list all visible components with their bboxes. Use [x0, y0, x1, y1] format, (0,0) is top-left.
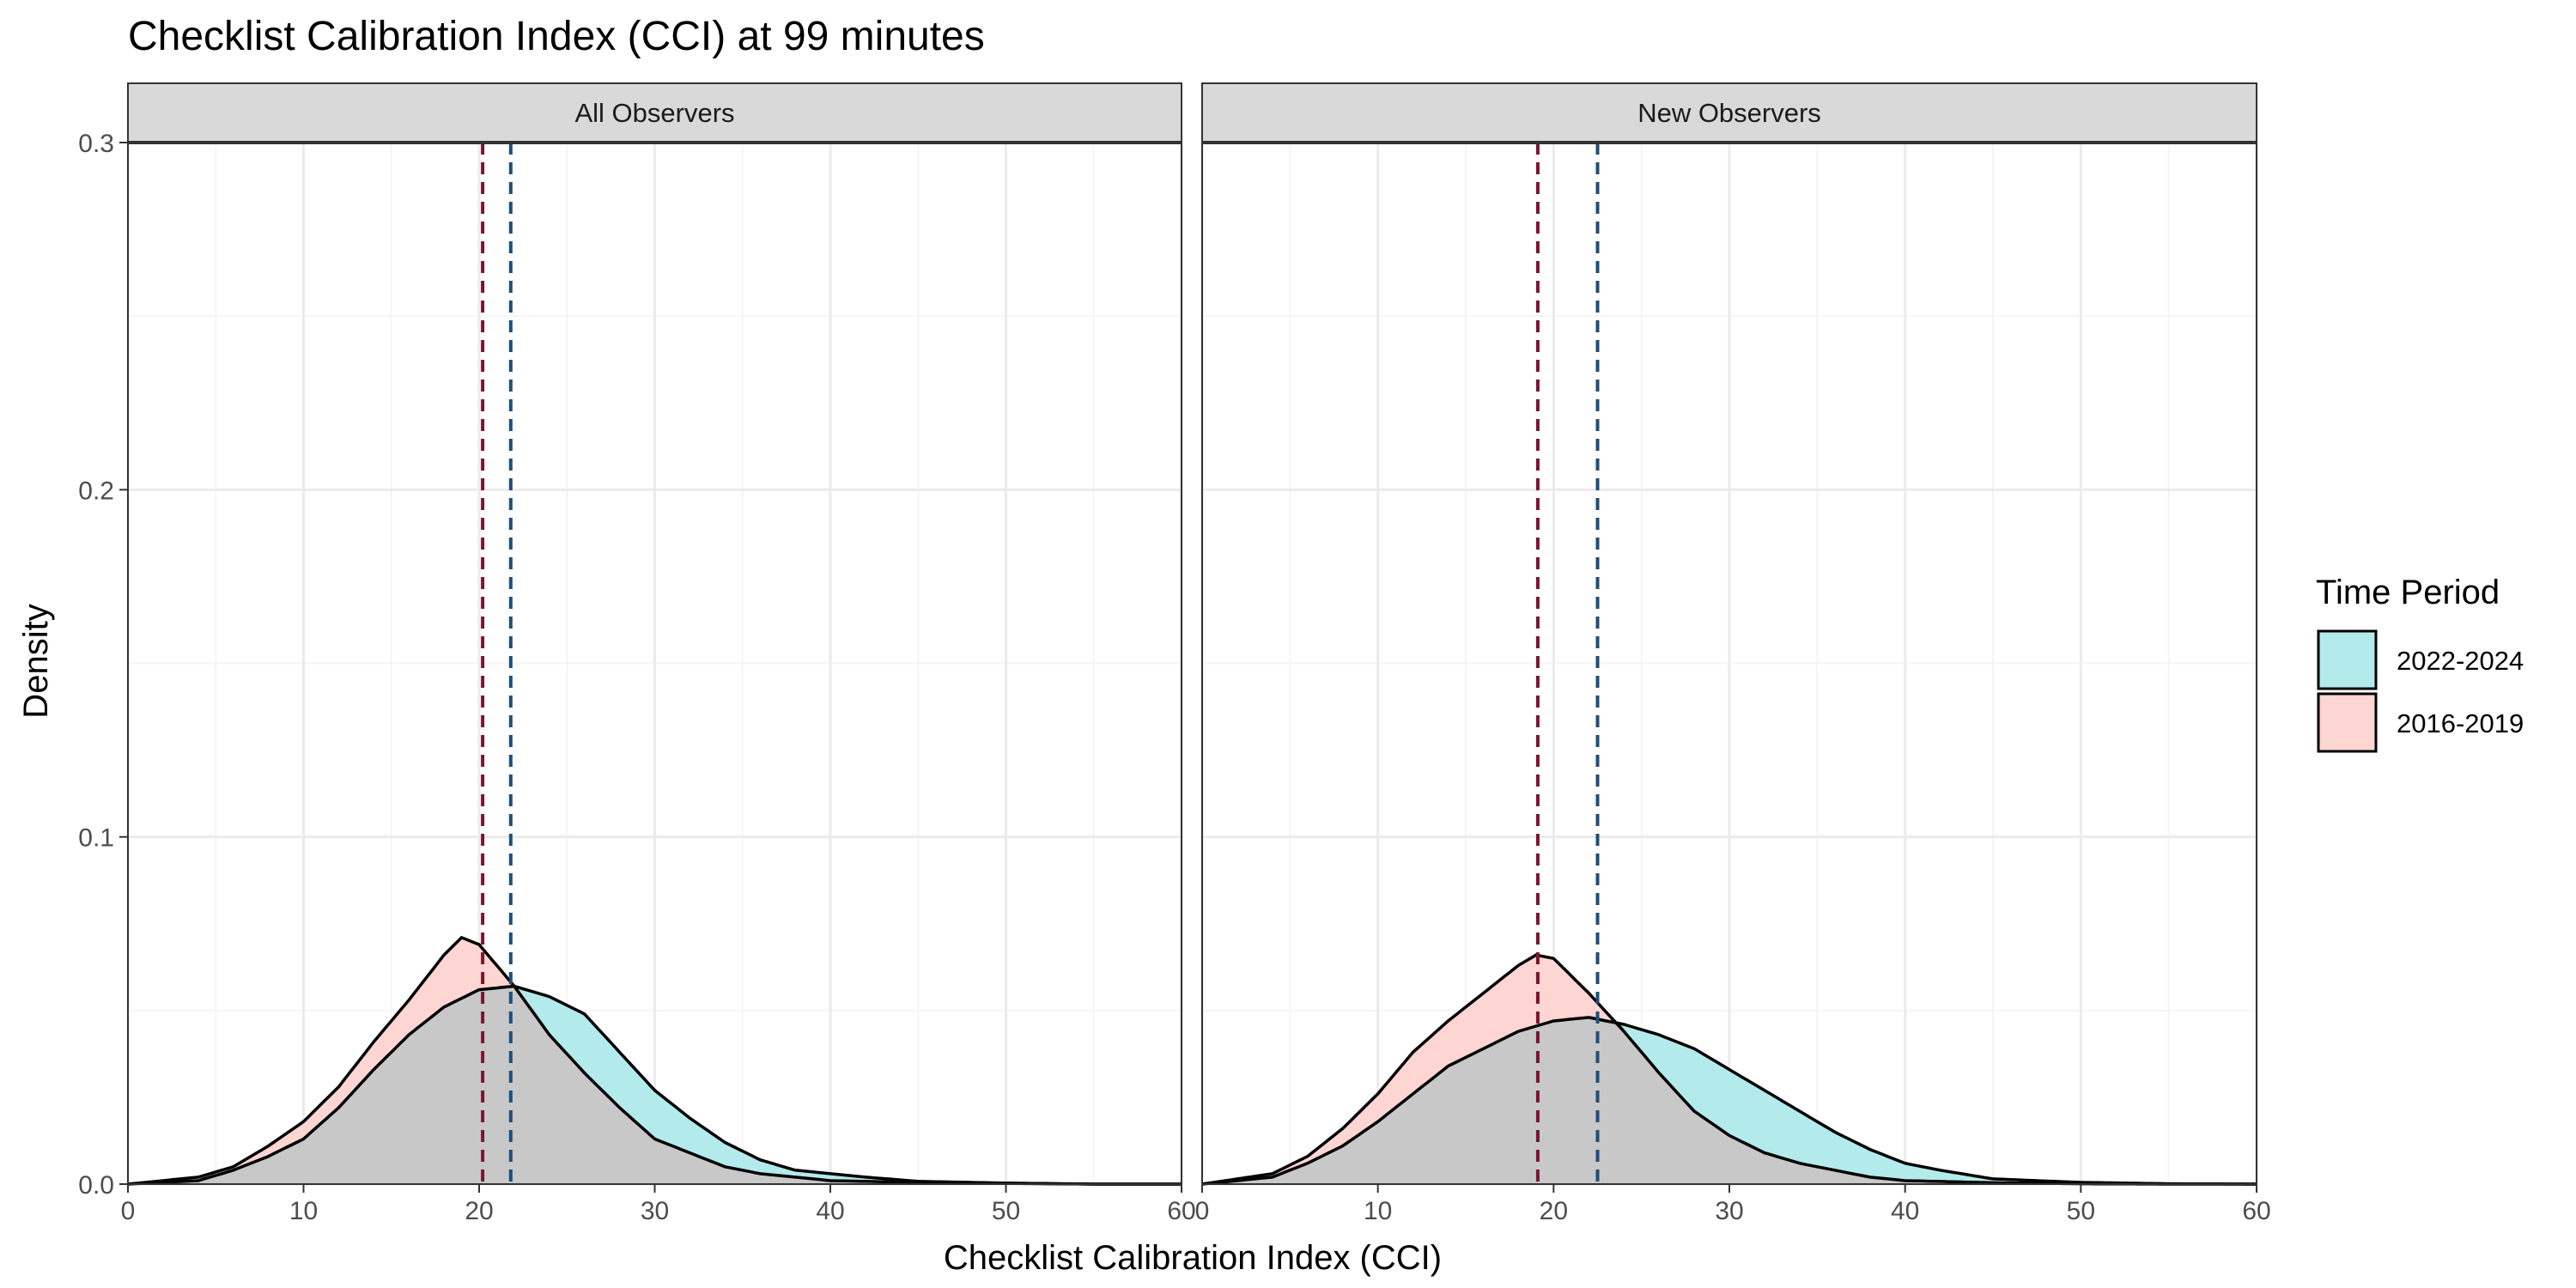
panel-1: All Observers 0 10 20 30 40 50 60 0.0 0.1 0.2 0.3 — [78, 82, 1196, 1225]
x-tick-label: 10 — [289, 1197, 318, 1225]
x-tick-label: 60 — [2242, 1197, 2270, 1225]
strip-label: New Observers — [1637, 98, 1821, 128]
chart-title: Checklist Calibration Index (CCI) at 99 … — [128, 14, 985, 59]
density-overlap-area — [128, 986, 1182, 1184]
panel-2: New Observers 0 10 20 30 40 50 60 — [1195, 82, 2271, 1225]
legend-label: 2022-2024 — [2397, 646, 2524, 676]
x-tick-label: 30 — [641, 1197, 669, 1225]
y-tick-label: 0.1 — [78, 824, 114, 853]
x-tick-label: 0 — [121, 1197, 136, 1225]
y-axis-title: Density — [17, 604, 55, 718]
legend-label: 2016-2019 — [2397, 708, 2524, 738]
strip-label: All Observers — [574, 98, 734, 128]
x-tick-label: 50 — [992, 1197, 1020, 1225]
strip-background — [1201, 82, 2257, 143]
x-tick-label: 20 — [1540, 1197, 1568, 1225]
x-tick-label: 60 — [1167, 1197, 1195, 1225]
x-tick-label: 20 — [465, 1197, 493, 1225]
x-tick-label: 40 — [1891, 1197, 1919, 1225]
x-tick-label: 50 — [2067, 1197, 2095, 1225]
density-overlap-area — [1202, 1017, 2257, 1184]
legend-item-2022-2024: 2022-2024 — [2317, 629, 2524, 690]
y-tick-label: 0.2 — [78, 477, 114, 505]
y-tick-label: 0.3 — [78, 130, 114, 158]
x-axis-title: Checklist Calibration Index (CCI) — [944, 1239, 1442, 1277]
y-tick-label: 0.0 — [78, 1171, 114, 1200]
legend-title: Time Period — [2316, 574, 2500, 611]
x-tick-label: 0 — [1195, 1197, 1210, 1225]
x-tick-label: 40 — [816, 1197, 844, 1225]
x-tick-label: 30 — [1715, 1197, 1743, 1225]
legend: Time Period 2022-2024 2016-2019 — [2316, 574, 2524, 753]
legend-key — [2317, 692, 2378, 753]
strip-background — [127, 82, 1182, 143]
panels-layer: All Observers 0 10 20 30 40 50 60 0.0 0.1 0.2 0.3 Ne… — [78, 82, 2271, 1225]
x-tick-label: 10 — [1364, 1197, 1392, 1225]
legend-item-2016-2019: 2016-2019 — [2317, 692, 2524, 753]
legend-key — [2317, 629, 2378, 690]
